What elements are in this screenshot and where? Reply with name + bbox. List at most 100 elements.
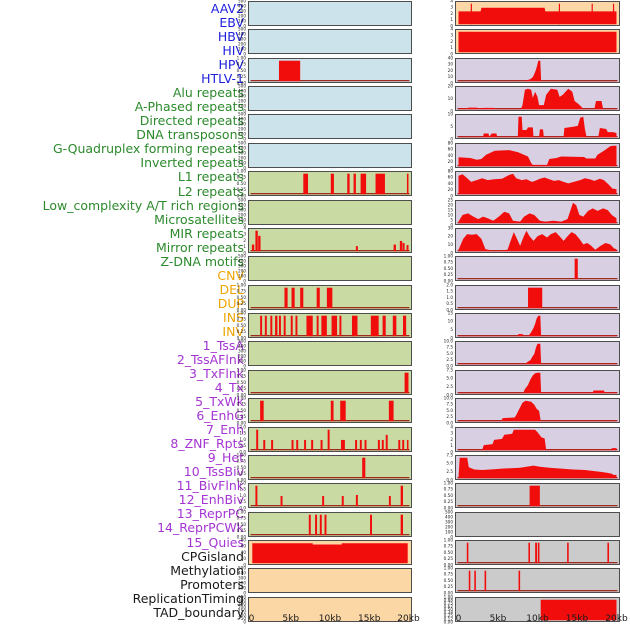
y-tick-label: 500 bbox=[238, 83, 246, 89]
track-A-Phased-repeats bbox=[248, 199, 412, 225]
y-tick-label: 0.62 bbox=[443, 603, 453, 609]
track-8_ZNF_Rpts bbox=[455, 256, 620, 282]
track-9_Het bbox=[455, 284, 620, 310]
y-tick-label: 0.12 bbox=[443, 616, 453, 622]
y-tick-label: 300 bbox=[238, 206, 246, 212]
y-tick-label: 400 bbox=[238, 3, 246, 9]
track-signal bbox=[250, 429, 410, 450]
row-label-DEL: DEL bbox=[219, 281, 245, 297]
y-axis-ticks: 2.0 1.5 1.0 0.5 0.0 bbox=[401, 282, 453, 311]
y-tick-label: 0 bbox=[243, 108, 246, 114]
y-tick-label: 0.50 bbox=[236, 181, 246, 187]
y-tick-label: 400 bbox=[238, 570, 246, 576]
y-tick-label: 1.5 bbox=[446, 288, 453, 294]
y-axis-ticks: 350 300 250 200 150 100 50 0 bbox=[194, 594, 246, 623]
y-tick-label: 300 bbox=[238, 348, 246, 354]
y-axis-ticks: 7.5 5.0 2.5 0.0 bbox=[401, 367, 453, 396]
y-tick-label: 0.25 bbox=[236, 73, 246, 79]
y-tick-label: 200 bbox=[238, 580, 246, 586]
y-tick-label: 500 bbox=[238, 253, 246, 259]
y-tick-label: 2.0 bbox=[446, 282, 453, 288]
y-tick-label: 200 bbox=[238, 13, 246, 19]
row-label-Mirror-repeats: Mirror repeats bbox=[155, 239, 244, 255]
track-signal bbox=[457, 173, 618, 195]
y-tick-label: 500 bbox=[238, 140, 246, 146]
track-signal bbox=[249, 115, 411, 138]
y-tick-label: 0.50 bbox=[236, 464, 246, 470]
row-label-L2-repeats: L2 repeats bbox=[177, 183, 244, 199]
y-tick-label: 0.00 bbox=[236, 477, 246, 483]
y-tick-label: 3 bbox=[450, 33, 453, 39]
y-tick-label: 0.75 bbox=[236, 288, 246, 294]
y-tick-label: 100 bbox=[238, 160, 246, 166]
y-tick-label: 0 bbox=[450, 250, 453, 256]
y-axis-ticks: 1.00 0.75 0.50 0.25 0.00 bbox=[194, 282, 246, 311]
y-tick-label: 1.00 bbox=[443, 594, 453, 600]
track-signal bbox=[250, 173, 410, 195]
y-axis-ticks: 500 400 300 200 100 0 bbox=[194, 253, 246, 284]
track-INV bbox=[455, 29, 620, 55]
x-axis-label: 15kb bbox=[358, 614, 381, 624]
y-tick-label: 100 bbox=[238, 18, 246, 24]
y-tick-label: 500 bbox=[238, 338, 246, 344]
track-signal bbox=[250, 400, 410, 422]
track-signal bbox=[249, 201, 411, 224]
y-tick-label: 400 bbox=[238, 116, 246, 122]
y-tick-label: 1.00 bbox=[236, 282, 246, 288]
y-tick-label: 0.75 bbox=[236, 373, 246, 379]
track-HBV bbox=[248, 57, 412, 83]
y-tick-label: 0.75 bbox=[236, 316, 246, 322]
y-tick-label: 10.0 bbox=[443, 395, 453, 401]
row-label-15_Quies: 15_Quies bbox=[186, 534, 244, 550]
y-tick-label: 200 bbox=[445, 524, 453, 530]
row-label-Microsatellites: Microsatellites bbox=[154, 211, 244, 227]
track-Alu-repeats bbox=[248, 171, 412, 197]
track-DEL bbox=[248, 568, 412, 594]
track-3_TxFlnk bbox=[455, 114, 620, 140]
y-tick-label: 300 bbox=[238, 121, 246, 127]
row-label-7_Enh: 7_Enh bbox=[206, 422, 244, 438]
row-label-L1-repeats: L1 repeats bbox=[177, 169, 244, 185]
y-tick-label: 50 bbox=[240, 615, 246, 621]
y-tick-label: 0.0 bbox=[239, 448, 246, 454]
y-tick-label: 500 bbox=[238, 0, 246, 4]
track-15_Quies bbox=[455, 454, 620, 480]
y-tick-label: 1.5 bbox=[239, 486, 246, 492]
y-tick-label: 100 bbox=[238, 358, 246, 364]
y-tick-label: 5 bbox=[450, 327, 453, 333]
track-signal bbox=[250, 457, 410, 479]
y-tick-label: 0.25 bbox=[236, 414, 246, 420]
track-13_ReprPC bbox=[455, 398, 620, 424]
x-axis-label: 15kb bbox=[565, 614, 589, 624]
y-tick-label: 0.00 bbox=[236, 193, 246, 199]
y-tick-label: 400 bbox=[238, 145, 246, 151]
y-tick-label: 0 bbox=[450, 221, 453, 227]
y-tick-label: 10 bbox=[447, 111, 453, 117]
y-tick-label: 100 bbox=[238, 46, 246, 52]
y-axis-ticks: 500 400 300 200 100 0 bbox=[194, 83, 246, 114]
y-tick-label: 0 bbox=[243, 278, 246, 284]
track-signal bbox=[457, 372, 618, 394]
y-tick-label: 20 bbox=[240, 556, 246, 562]
y-tick-label: 0.5 bbox=[239, 442, 246, 448]
track-1_TssA bbox=[455, 57, 620, 83]
x-axis-label: 5kb bbox=[282, 614, 300, 624]
y-tick-label: 0.0 bbox=[446, 363, 453, 369]
y-tick-label: 0.00 bbox=[236, 420, 246, 426]
row-label-10_TssBiv: 10_TssBiv bbox=[183, 464, 244, 480]
row-label-Z-DNA-motifs: Z-DNA motifs bbox=[160, 253, 244, 269]
y-tick-label: 0.50 bbox=[443, 266, 453, 272]
track-signal bbox=[249, 144, 411, 167]
y-axis-ticks: 500 400 300 200 100 0 bbox=[401, 509, 453, 538]
y-axis-ticks: 2.0 1.5 1.0 0.5 0.0 bbox=[194, 424, 246, 454]
track-Low_complexity-A-T-rich-regions bbox=[248, 398, 412, 424]
y-tick-label: 0 bbox=[243, 136, 246, 142]
x-axis-label: 10kb bbox=[526, 614, 549, 624]
row-label-14_ReprPCWk: 14_ReprPCWk bbox=[157, 520, 244, 536]
y-tick-label: 0 bbox=[450, 136, 453, 142]
track-signal bbox=[458, 32, 617, 53]
track-DUP bbox=[248, 596, 412, 622]
y-tick-label: 0 bbox=[450, 165, 453, 171]
